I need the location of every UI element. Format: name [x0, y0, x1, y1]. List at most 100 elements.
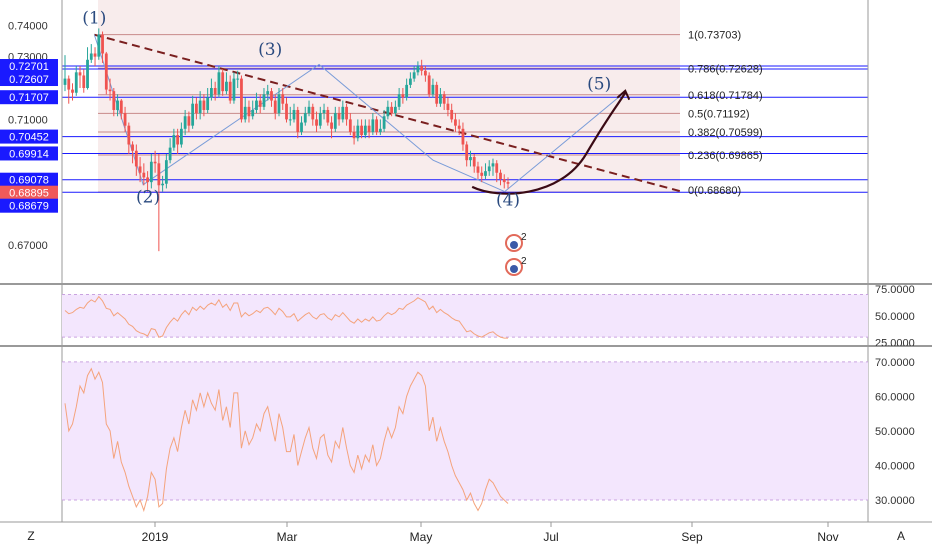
candle-body	[352, 131, 356, 139]
candle-body	[502, 179, 506, 183]
candle-body	[108, 89, 112, 92]
candle-body	[78, 72, 82, 76]
candle-body	[457, 125, 461, 129]
oscillator-panel-2[interactable]	[62, 361, 868, 513]
candle-body	[161, 183, 165, 186]
left-scale-button[interactable]: Z	[27, 529, 34, 543]
candle-body	[296, 109, 300, 132]
candle-body	[225, 81, 228, 92]
oscillator-axis-tick: 30.0000	[875, 495, 915, 507]
candle-body	[270, 91, 273, 101]
wave-label: (5)	[587, 75, 611, 95]
candle-body	[348, 119, 352, 132]
candle-body	[164, 160, 168, 184]
fib-level-label: 1(0.73703)	[688, 30, 741, 42]
candlestick-series	[63, 28, 510, 252]
price-tag-box	[0, 146, 58, 161]
oscillator-band	[62, 361, 868, 500]
time-axis-label: May	[410, 530, 433, 544]
candle-body	[461, 128, 465, 145]
price-tag-label: 0.69914	[9, 148, 49, 160]
price-tag-label: 0.70452	[9, 132, 49, 144]
candle-body	[240, 78, 243, 120]
auto-scale-button[interactable]: A	[897, 529, 905, 543]
oscillator-axes[interactable]: 75.0000 50.0000 25.0000 70.0000 60.0000 50.00…	[875, 284, 915, 507]
candle-body	[153, 161, 157, 164]
oscillator-axis-tick: 50.0000	[875, 311, 915, 323]
candle-body	[86, 59, 89, 89]
price-tag-box	[0, 59, 58, 74]
price-tag-label: 0.72607	[9, 74, 49, 86]
time-axis[interactable]: 2019 Mar May Jul Sep Nov	[142, 522, 839, 544]
wave-label: (1)	[82, 9, 106, 29]
candle-body	[247, 106, 251, 117]
price-tag-box	[0, 185, 58, 200]
price-tag-label: 0.71707	[9, 92, 49, 104]
candle-body	[337, 113, 341, 120]
candle-body	[442, 94, 446, 104]
horizontal-price-lines[interactable]	[62, 65, 868, 193]
candle-body	[367, 125, 371, 132]
oscillator-line	[64, 295, 508, 339]
candle-body	[202, 100, 206, 110]
candle-body	[206, 97, 210, 110]
projection-curve-path[interactable]	[471, 92, 627, 195]
candle-body	[375, 119, 379, 132]
candle-body	[277, 94, 281, 114]
fib-retracement-zone[interactable]	[98, 0, 680, 193]
candle-body	[157, 163, 161, 186]
candle-body	[386, 106, 390, 117]
candle-body	[210, 88, 213, 98]
candle-body	[435, 84, 439, 104]
candle-body	[465, 144, 469, 161]
fib-level-labels: 1(0.73703) 0.786(0.72628) 0.618(0.71784) 0.…	[688, 30, 763, 198]
candle-body	[487, 166, 491, 172]
candle-body	[363, 125, 367, 136]
candle-body	[67, 78, 71, 90]
candle-body	[393, 106, 397, 114]
candle-body	[251, 109, 255, 117]
price-tag-box	[0, 172, 58, 187]
candle-body	[198, 100, 202, 114]
price-tag-label: 0.72701	[9, 61, 49, 73]
candle-body	[194, 103, 198, 114]
candle-body	[176, 135, 180, 145]
projection-curve[interactable]	[471, 89, 631, 195]
oscillator-panel-1[interactable]	[62, 294, 868, 339]
candle-body	[74, 72, 78, 93]
candle-body	[424, 70, 427, 76]
price-tag-label: 0.68895	[9, 188, 49, 200]
candle-body	[401, 94, 405, 98]
candle-body	[315, 119, 318, 126]
candle-body	[427, 75, 431, 95]
candle-body	[322, 109, 326, 114]
candle-body	[480, 172, 484, 176]
candle-body	[127, 125, 131, 145]
wave-label: (2)	[136, 188, 160, 208]
candle-body	[168, 147, 172, 161]
candle-body	[420, 66, 424, 71]
candle-body	[495, 163, 499, 173]
candle-body	[408, 78, 412, 85]
candle-body	[273, 100, 277, 114]
oscillator-axis-tick: 25.0000	[875, 337, 915, 349]
candle-body	[112, 91, 116, 110]
candle-body	[116, 100, 119, 110]
event-markers[interactable]: 22	[505, 232, 527, 276]
wave-labels: (1) (2) (3) (4) (5)	[82, 9, 611, 211]
candle-body	[266, 91, 270, 95]
candle-body	[191, 103, 195, 126]
wave-label: (3)	[258, 40, 282, 60]
candle-body	[232, 78, 236, 101]
price-tag-box	[0, 72, 58, 87]
arrow-head-icon	[616, 89, 631, 101]
oscillator-line	[64, 367, 509, 513]
fib-level-label: 0.786(0.72628)	[688, 63, 763, 75]
price-axis-tick: 0.71000	[8, 114, 48, 126]
flag-icon	[510, 265, 518, 273]
price-tag-box	[0, 198, 58, 213]
candle-body	[326, 109, 330, 123]
candle-body	[288, 119, 292, 121]
